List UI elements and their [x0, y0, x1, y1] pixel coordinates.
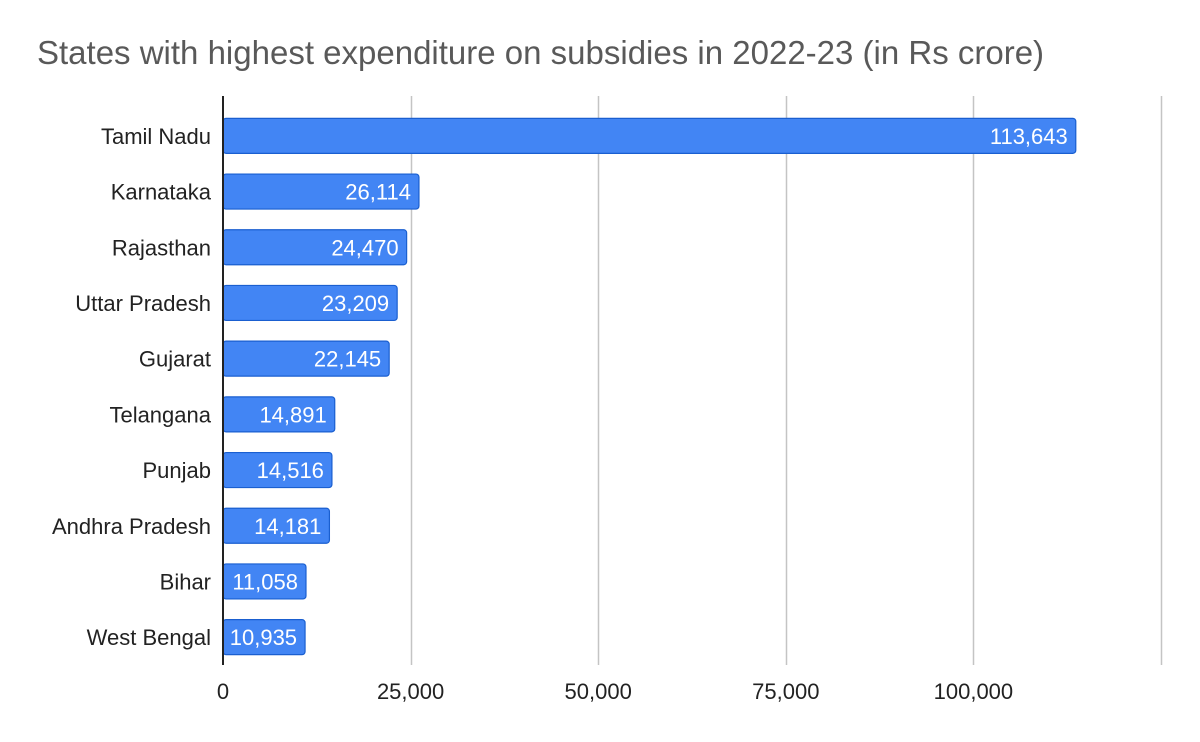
x-tick-label: 75,000 [752, 679, 819, 704]
x-tick-label: 0 [217, 679, 229, 704]
gridlines [410, 96, 1163, 665]
data-label: 23,209 [322, 291, 389, 316]
category-label: West Bengal [87, 625, 211, 650]
x-tick-label: 50,000 [565, 679, 632, 704]
category-label: Karnataka [111, 180, 212, 205]
bar [222, 117, 1077, 154]
x-tick-label: 100,000 [934, 679, 1014, 704]
data-label: 113,643 [990, 124, 1068, 149]
category-label: Andhra Pradesh [52, 514, 211, 539]
category-label: Rajasthan [112, 235, 211, 260]
category-label: Bihar [160, 569, 211, 594]
bars [222, 117, 1077, 656]
category-label: Uttar Pradesh [75, 291, 211, 316]
chart-title: States with highest expenditure on subsi… [37, 34, 1045, 71]
category-label: Tamil Nadu [101, 124, 211, 149]
data-label: 24,470 [331, 235, 398, 260]
category-label: Telangana [109, 402, 211, 427]
category-label: Punjab [142, 458, 211, 483]
labels: Tamil Nadu 113,643 Karnataka 26,114 Rajastha… [52, 124, 1068, 704]
data-label: 14,516 [257, 458, 324, 483]
x-tick-label: 25,000 [377, 679, 444, 704]
data-label: 11,058 [232, 569, 298, 594]
data-label: 14,891 [259, 402, 326, 427]
data-label: 22,145 [314, 347, 381, 372]
data-label: 10,935 [230, 625, 297, 650]
data-label: 14,181 [254, 514, 321, 539]
data-label: 26,114 [345, 180, 411, 205]
category-label: Gujarat [139, 347, 211, 372]
